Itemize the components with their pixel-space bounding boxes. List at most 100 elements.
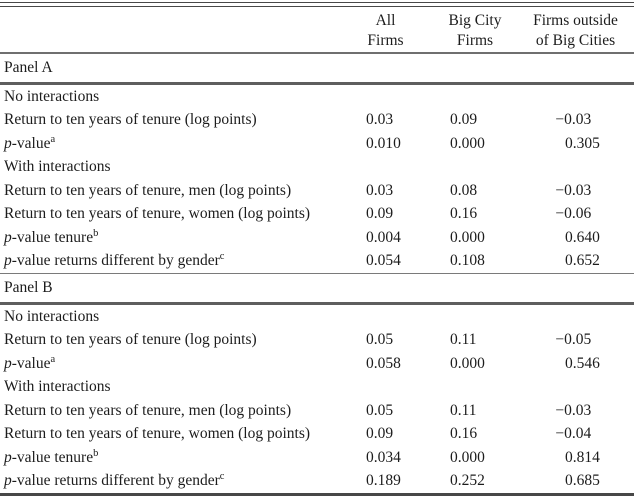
cell-all-firms: 0.03 [366, 181, 394, 199]
table-row: Return to ten years of tenure, men (log … [0, 179, 634, 203]
column-header-line: All [375, 12, 396, 29]
table-row: p-value returns different by genderc 0.0… [0, 250, 634, 274]
row-label: Return to ten years of tenure, men (log … [4, 401, 292, 419]
italic-p: p [4, 252, 12, 270]
section-label: No interactions [4, 87, 100, 105]
cell-outside-big-cities: 0.685 [565, 472, 600, 490]
panel-a-label: Panel A [4, 59, 53, 76]
cell-all-firms: 0.05 [366, 401, 394, 419]
row-label: Return to ten years of tenure, men (log … [4, 181, 292, 199]
cell-big-city-firms: 0.000 [450, 448, 485, 466]
cell-outside-big-cities: −0.03 [555, 181, 592, 199]
cell-big-city-firms: 0.11 [450, 331, 477, 349]
cell-all-firms: 0.09 [366, 425, 394, 443]
table-row: p-valuea 0.010 0.000 0.305 [0, 132, 634, 156]
panel-b-row: Panel B [0, 274, 634, 302]
table-row: Return to ten years of tenure, women (lo… [0, 423, 634, 447]
panel-b-rule [0, 302, 634, 305]
cell-big-city-firms: 0.000 [450, 134, 485, 152]
row-label: Return to ten years of tenure (log point… [4, 111, 257, 129]
table-row: Return to ten years of tenure (log point… [0, 329, 634, 353]
row-label: Return to ten years of tenure (log point… [4, 331, 257, 349]
cell-big-city-firms: 0.252 [450, 472, 485, 490]
cell-outside-big-cities: −0.03 [555, 111, 592, 129]
cell-all-firms: 0.054 [366, 252, 401, 270]
cell-big-city-firms: 0.08 [450, 181, 478, 199]
column-header-outside-big-cities: Firms outside of Big Cities [517, 11, 634, 52]
cell-all-firms: 0.058 [366, 354, 401, 372]
cell-outside-big-cities: 0.546 [565, 354, 600, 372]
top-double-rule [0, 2, 634, 7]
row-label: p-valuea [0, 133, 338, 153]
cell-all-firms: 0.034 [366, 448, 401, 466]
cell-big-city-firms: 0.108 [450, 252, 485, 270]
italic-p: p [4, 472, 12, 490]
row-label-text: -value [11, 354, 51, 372]
cell-big-city-firms: 0.16 [450, 205, 478, 223]
cell-outside-big-cities: −0.05 [555, 331, 592, 349]
cell-big-city-firms: 0.09 [450, 111, 478, 129]
table-row: Return to ten years of tenure, men (log … [0, 399, 634, 423]
footnote-marker: a [50, 353, 56, 365]
section-row: With interactions [0, 376, 634, 400]
column-header-row: All Firms Big City Firms Firms outside o… [0, 7, 634, 52]
cell-all-firms: 0.189 [366, 472, 401, 490]
cell-outside-big-cities: −0.04 [555, 425, 592, 443]
table-row: Return to ten years of tenure (log point… [0, 109, 634, 133]
row-label-text: -value tenure [11, 448, 94, 466]
cell-all-firms: 0.03 [366, 111, 394, 129]
italic-p: p [4, 448, 12, 466]
section-row: No interactions [0, 85, 634, 109]
cell-all-firms: 0.010 [366, 134, 401, 152]
row-label: Return to ten years of tenure, women (lo… [4, 425, 311, 443]
row-label: p-value tenureb [0, 447, 338, 467]
panel-b-top-rule [0, 273, 634, 274]
section-label: No interactions [4, 307, 100, 325]
panel-b-label: Panel B [4, 279, 53, 296]
panel-a-rule [0, 82, 634, 85]
cell-outside-big-cities: 0.305 [565, 134, 600, 152]
column-header-line: Big City [448, 12, 502, 29]
section-row: With interactions [0, 156, 634, 180]
cell-all-firms: 0.09 [366, 205, 394, 223]
panel-a-row: Panel A [0, 54, 634, 82]
footnote-marker: b [93, 227, 99, 239]
bottom-rule [0, 493, 634, 496]
table-row: p-valuea 0.058 0.000 0.546 [0, 352, 634, 376]
column-header-line: Firms outside [533, 12, 618, 29]
cell-big-city-firms: 0.000 [450, 228, 485, 246]
section-label: With interactions [4, 158, 111, 176]
cell-outside-big-cities: 0.640 [565, 228, 600, 246]
table-row: p-value tenureb 0.034 0.000 0.814 [0, 446, 634, 470]
footnote-marker: b [93, 447, 99, 459]
row-label: p-valuea [0, 353, 338, 373]
italic-p: p [4, 228, 12, 246]
row-label: p-value returns different by genderc [0, 471, 338, 490]
row-label-text: -value tenure [11, 228, 94, 246]
column-header-line: of Big Cities [535, 31, 616, 49]
table-row: p-value returns different by genderc 0.1… [0, 470, 634, 494]
italic-p: p [4, 354, 12, 372]
row-label: p-value returns different by genderc [0, 251, 338, 270]
row-label-text: -value returns different by gender [11, 472, 220, 490]
section-row: No interactions [0, 305, 634, 329]
table-row: Return to ten years of tenure, women (lo… [0, 203, 634, 227]
column-header-big-city-firms: Big City Firms [433, 11, 517, 52]
cell-outside-big-cities: −0.06 [555, 205, 592, 223]
header-bottom-rule [0, 52, 634, 54]
column-header-all-firms: All Firms [338, 11, 433, 52]
cell-all-firms: 0.004 [366, 228, 401, 246]
cell-outside-big-cities: 0.652 [565, 252, 600, 270]
section-label: With interactions [4, 378, 111, 396]
cell-big-city-firms: 0.11 [450, 401, 477, 419]
cell-big-city-firms: 0.16 [450, 425, 478, 443]
row-label: p-value tenureb [0, 227, 338, 247]
footnote-marker: a [50, 133, 56, 145]
row-label-text: -value returns different by gender [11, 252, 220, 270]
cell-outside-big-cities: 0.814 [565, 448, 600, 466]
italic-p: p [4, 134, 12, 152]
footnote-marker: c [219, 251, 225, 263]
column-header-line: Firms [367, 31, 404, 49]
row-label: Return to ten years of tenure, women (lo… [4, 205, 311, 223]
